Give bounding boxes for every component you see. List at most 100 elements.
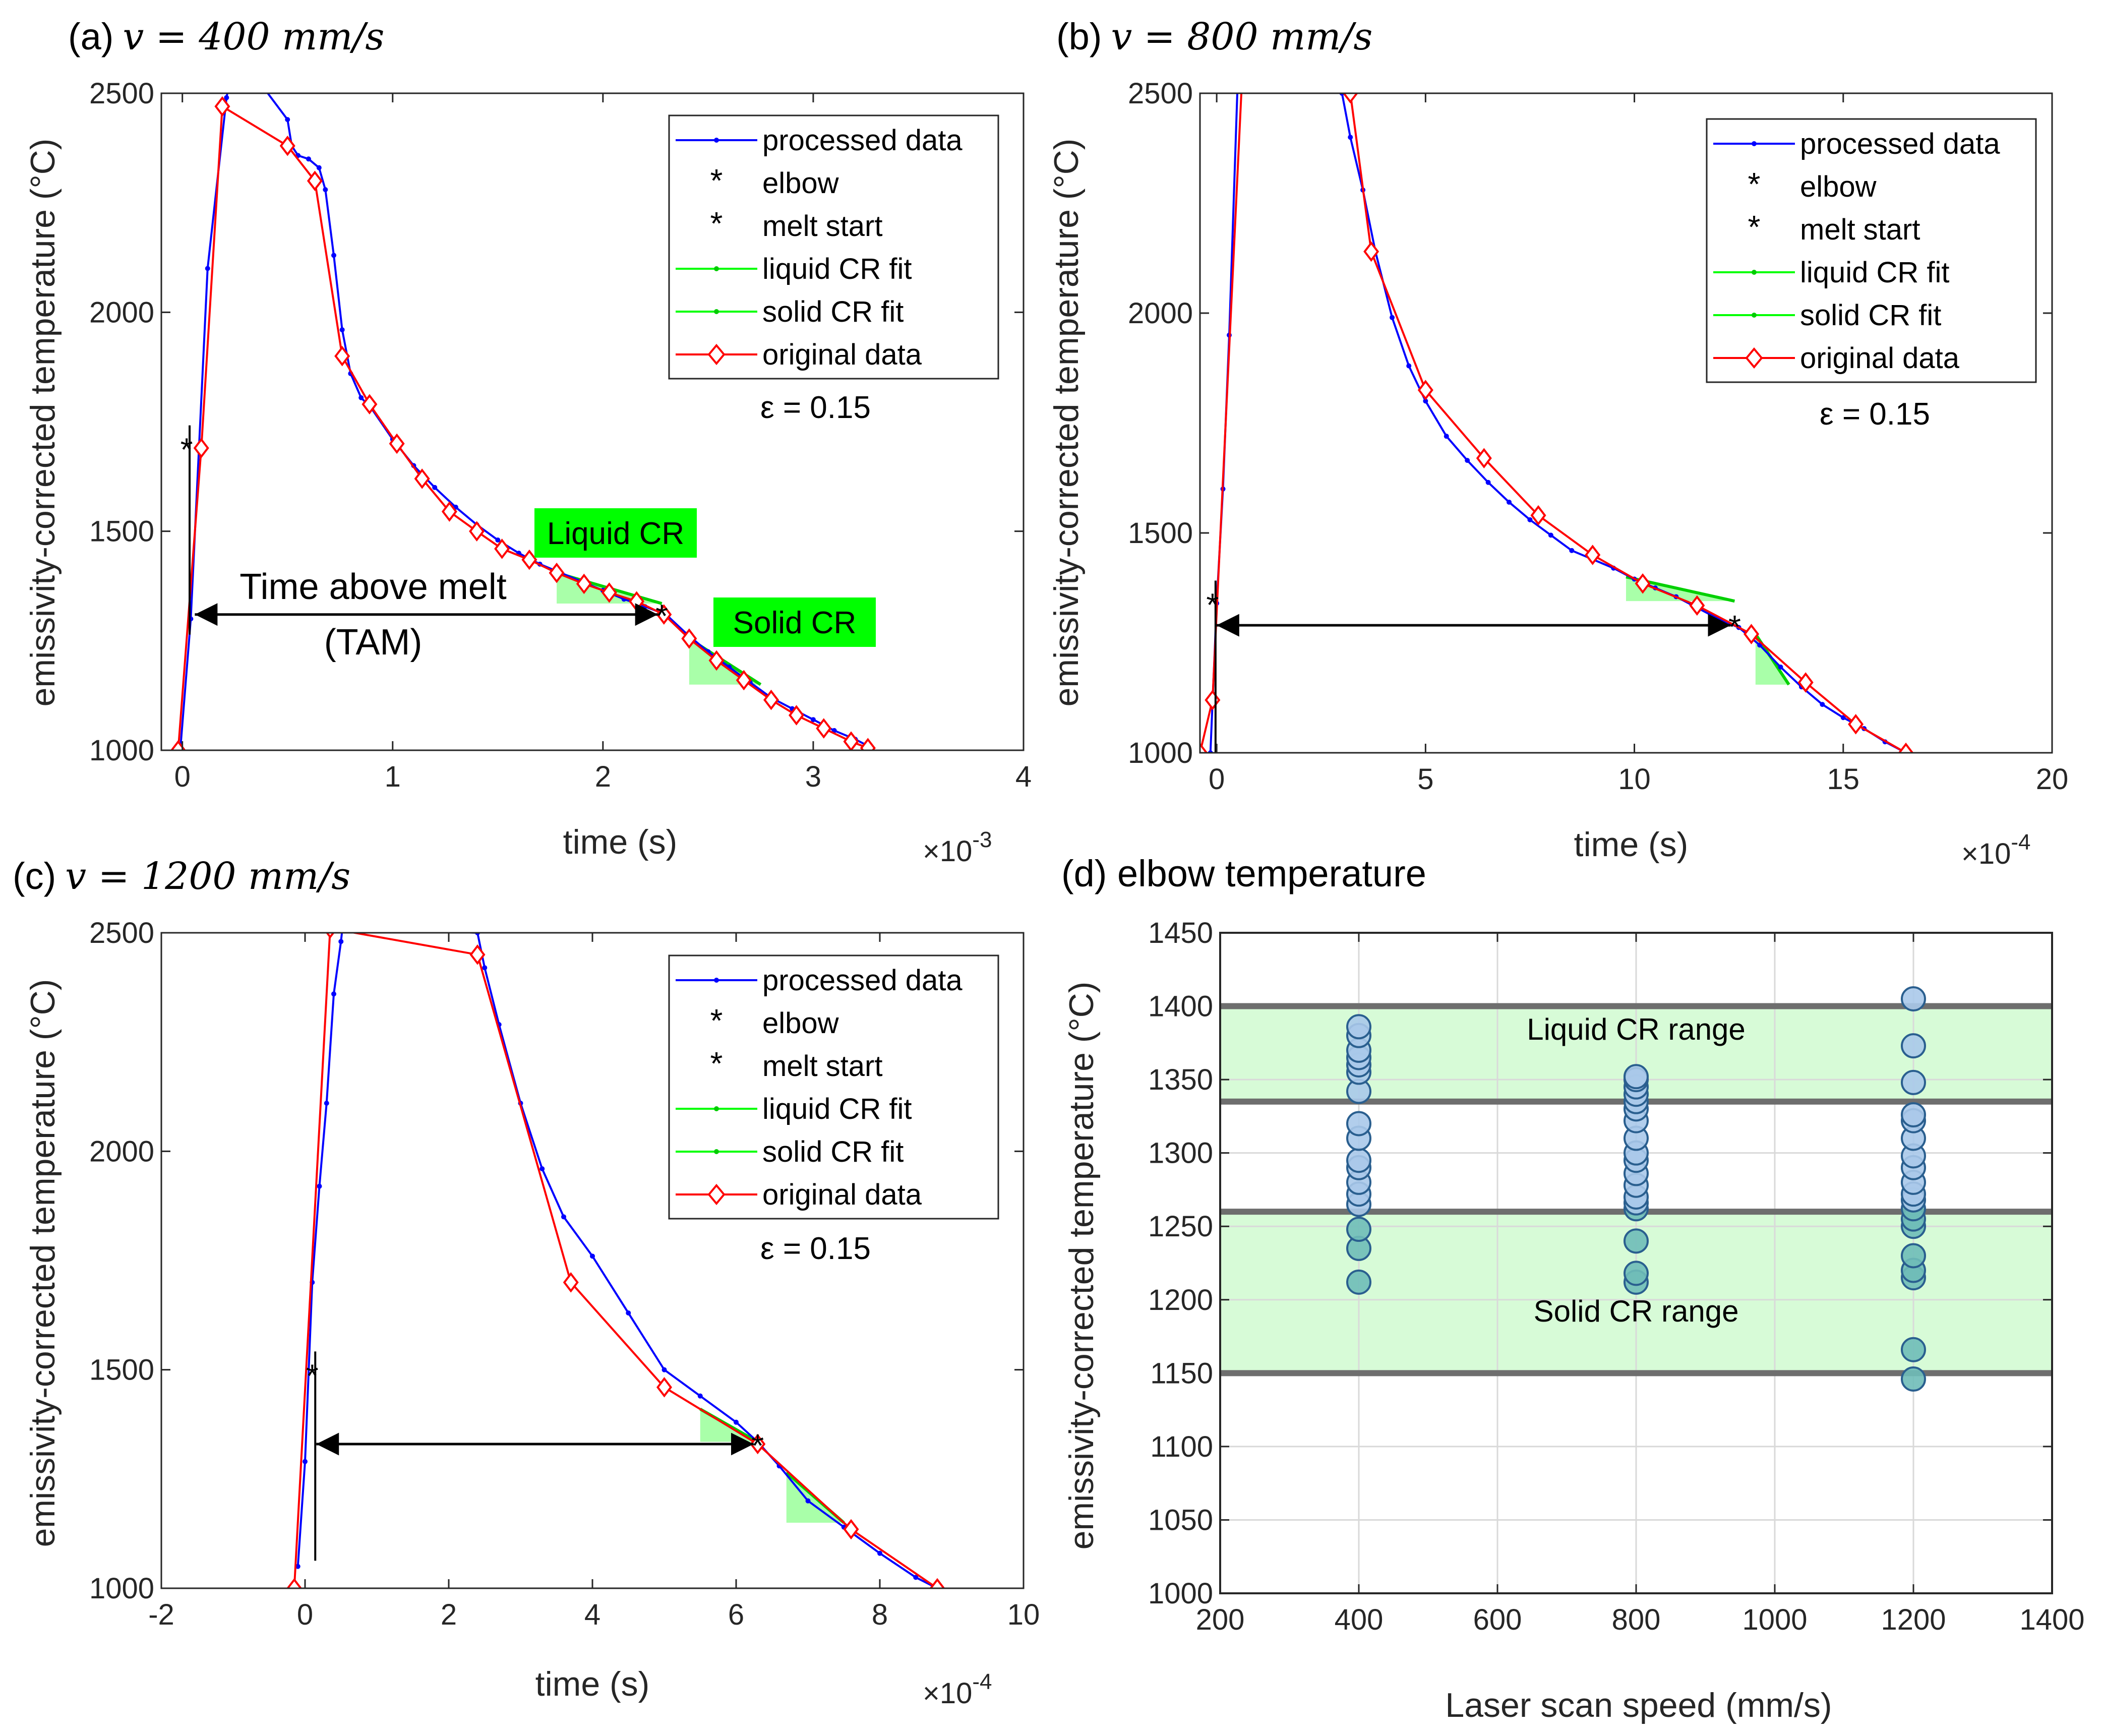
- panel-a-original-point-7: [389, 433, 405, 454]
- panel-a-ylabel: emissivity-corrected temperature (°C): [24, 139, 62, 707]
- panel-d: (d) elbow temperature 200 400 600 800 1000 12…: [1061, 853, 2085, 1724]
- panel-a-legend-swatch-processed-marker: [714, 138, 719, 143]
- panel-b-processed-point-18: [1569, 548, 1575, 553]
- panel-a-ytick-label-2: 2000: [89, 296, 154, 329]
- panel-a-title: (a) v = 400 mm/s: [68, 15, 384, 58]
- panel-a-original-point-23: [816, 718, 832, 739]
- panel-a-elbow-marker: *: [655, 598, 668, 634]
- panel-c-ytick-label-0: 1000: [89, 1572, 154, 1605]
- panel-c-processed-point-14: [590, 1253, 595, 1259]
- panel-d-band-label-0: Liquid CR range: [1527, 1012, 1746, 1046]
- panel-b-frame: [1199, 92, 2053, 754]
- panel-c: (c) v = 1200 mm/s **-2 0 2 4 6 8 10100015002000…: [13, 855, 1040, 1710]
- panel-b-legend-swatch-original-marker: [1745, 347, 1763, 369]
- panel-b-ytick-label-2: 2000: [1128, 297, 1193, 330]
- panel-a-ytick-label-1: 1500: [89, 515, 154, 548]
- panel-c-original-point-2: [469, 944, 486, 965]
- panel-b-xtick-label-1: 5: [1417, 763, 1433, 796]
- panel-b-legend-swatch-solid-marker: [1752, 313, 1757, 318]
- panel-a-processed-line: [179, 93, 869, 750]
- panel-a-tam-label-line1: Time above melt: [239, 567, 507, 607]
- panel-c-processed-point-7: [340, 926, 345, 931]
- panel-a-melt-start-marker: *: [181, 432, 193, 468]
- panel-b-legend-liquid: liquid CR fit: [1800, 256, 1950, 289]
- panel-c-frame: [160, 932, 1025, 1589]
- panel-a: (a) v = 400 mm/s **0 1 2 3 41000150020002500 …: [24, 15, 1032, 868]
- panel-a-processed-point-10: [323, 187, 328, 193]
- panel-c-legend-swatch-solid-marker: [714, 1149, 719, 1154]
- panel-c-processed-point-5: [331, 991, 336, 997]
- panel-c-xtick-label-6: 10: [1007, 1598, 1040, 1631]
- panel-c-xtick-label-3: 4: [584, 1598, 600, 1631]
- panel-b-processed-point-9: [1390, 315, 1395, 320]
- panel-a-xlabel: time (s): [563, 823, 678, 861]
- panel-c-processed-point-16: [662, 1367, 667, 1372]
- panel-c-legend-swatch-original-marker: [707, 1183, 726, 1206]
- panel-d-point-400-16: [1346, 1014, 1371, 1040]
- panel-b-processed-point-6: [1348, 135, 1353, 140]
- panel-b-ylabel: emissivity-corrected temperature (°C): [1047, 139, 1086, 707]
- panel-c-legend-original: original data: [762, 1178, 922, 1211]
- panel-c-xtick-label-5: 8: [872, 1598, 888, 1631]
- panel-d-xtick-label-5: 1200: [1881, 1603, 1946, 1636]
- panel-d-ytick-label-0: 1000: [1148, 1577, 1213, 1610]
- panel-b-melt-start-marker: *: [1206, 587, 1219, 623]
- panel-b-legend-processed: processed data: [1800, 128, 2000, 160]
- panel-a-solid-cr-box: [713, 597, 876, 647]
- panel-b-legend: processed data * elbow * melt start liqu…: [1706, 118, 2037, 383]
- panel-c-processed-point-1: [303, 1459, 308, 1464]
- panel-c-original-point-6: [843, 1519, 859, 1540]
- panel-c-processed-point-3: [317, 1183, 322, 1189]
- panel-a-processed-point-2: [205, 266, 210, 271]
- panel-a-legend-liquid: liquid CR fit: [762, 253, 912, 285]
- panel-a-legend-original: original data: [762, 338, 922, 371]
- panel-d-title: (d) elbow temperature: [1061, 853, 1426, 894]
- panel-b-legend-elbow: elbow: [1800, 170, 1877, 203]
- panel-a-legend-swatch-original-marker: [707, 343, 726, 366]
- panel-b-original-point-4: [1363, 241, 1379, 262]
- panel-b-ytick-label-3: 2500: [1128, 77, 1193, 110]
- panel-b-legend-swatch-liquid-marker: [1752, 270, 1757, 275]
- panel-c-title: (c) v = 1200 mm/s: [13, 855, 350, 898]
- panel-a-ytick-label-0: 1000: [89, 734, 154, 767]
- panel-a-legend-swatch-liquid-marker: [714, 266, 719, 271]
- panel-a-processed-point-21: [495, 537, 501, 543]
- panel-d-point-400-7: [1346, 1148, 1371, 1173]
- panel-b-processed-point-13: [1465, 458, 1470, 463]
- panel-c-processed-point-9: [482, 965, 488, 971]
- panel-b-title: (b) v = 800 mm/s: [1056, 15, 1372, 58]
- panel-c-legend-processed: processed data: [762, 964, 963, 997]
- panel-d-ytick-label-7: 1350: [1148, 1063, 1213, 1096]
- panel-a-processed-point-8: [306, 156, 311, 162]
- panel-b-processed-point-14: [1485, 480, 1491, 485]
- panel-a-legend-processed: processed data: [762, 124, 963, 157]
- panel-d-ytick-label-8: 1400: [1148, 990, 1213, 1023]
- panel-a-legend-swatch-solid-marker: [714, 309, 719, 314]
- panel-b-xtick-label-4: 20: [2036, 763, 2069, 796]
- panel-c-original-point-1: [325, 933, 335, 939]
- panel-c-xtick-label-1: 0: [297, 1598, 313, 1631]
- panel-b-xtick-label-3: 15: [1827, 763, 1860, 796]
- panel-c-xtick-label-0: -2: [148, 1598, 174, 1631]
- panel-c-xlabel: time (s): [535, 1665, 650, 1703]
- panel-a-original-point-17: [656, 604, 672, 625]
- panel-d-point-800-1: [1624, 1261, 1649, 1286]
- panel-a-original-point-20: [736, 670, 752, 691]
- panel-d-point-1200-18: [1901, 986, 1926, 1011]
- panel-c-processed-point-15: [626, 1310, 631, 1315]
- panel-b-original-point-2: [1240, 93, 1243, 95]
- panel-b-legend-swatch-melt: *: [1748, 209, 1761, 245]
- panel-a-original-point-4: [307, 170, 323, 192]
- panel-b-processed-point-17: [1548, 532, 1553, 538]
- panel-a-xtick-label-0: 0: [174, 760, 191, 793]
- panel-d-ylabel: emissivity-corrected temperature (°C): [1062, 982, 1101, 1550]
- panel-d-point-800-2: [1624, 1228, 1649, 1254]
- panel-d-band-label-1: Solid CR range: [1534, 1294, 1739, 1328]
- panel-c-xtick-label-4: 6: [728, 1598, 744, 1631]
- panel-a-liquid-cr-box: [534, 508, 697, 558]
- panel-b-original-point-8: [1585, 545, 1601, 565]
- panel-a-liquid-cr-label: Liquid CR: [547, 516, 684, 551]
- panel-b-original-point-13: [1848, 714, 1864, 735]
- panel-d-xtick-label-4: 1000: [1742, 1603, 1807, 1636]
- panel-a-original-point-12: [521, 549, 537, 570]
